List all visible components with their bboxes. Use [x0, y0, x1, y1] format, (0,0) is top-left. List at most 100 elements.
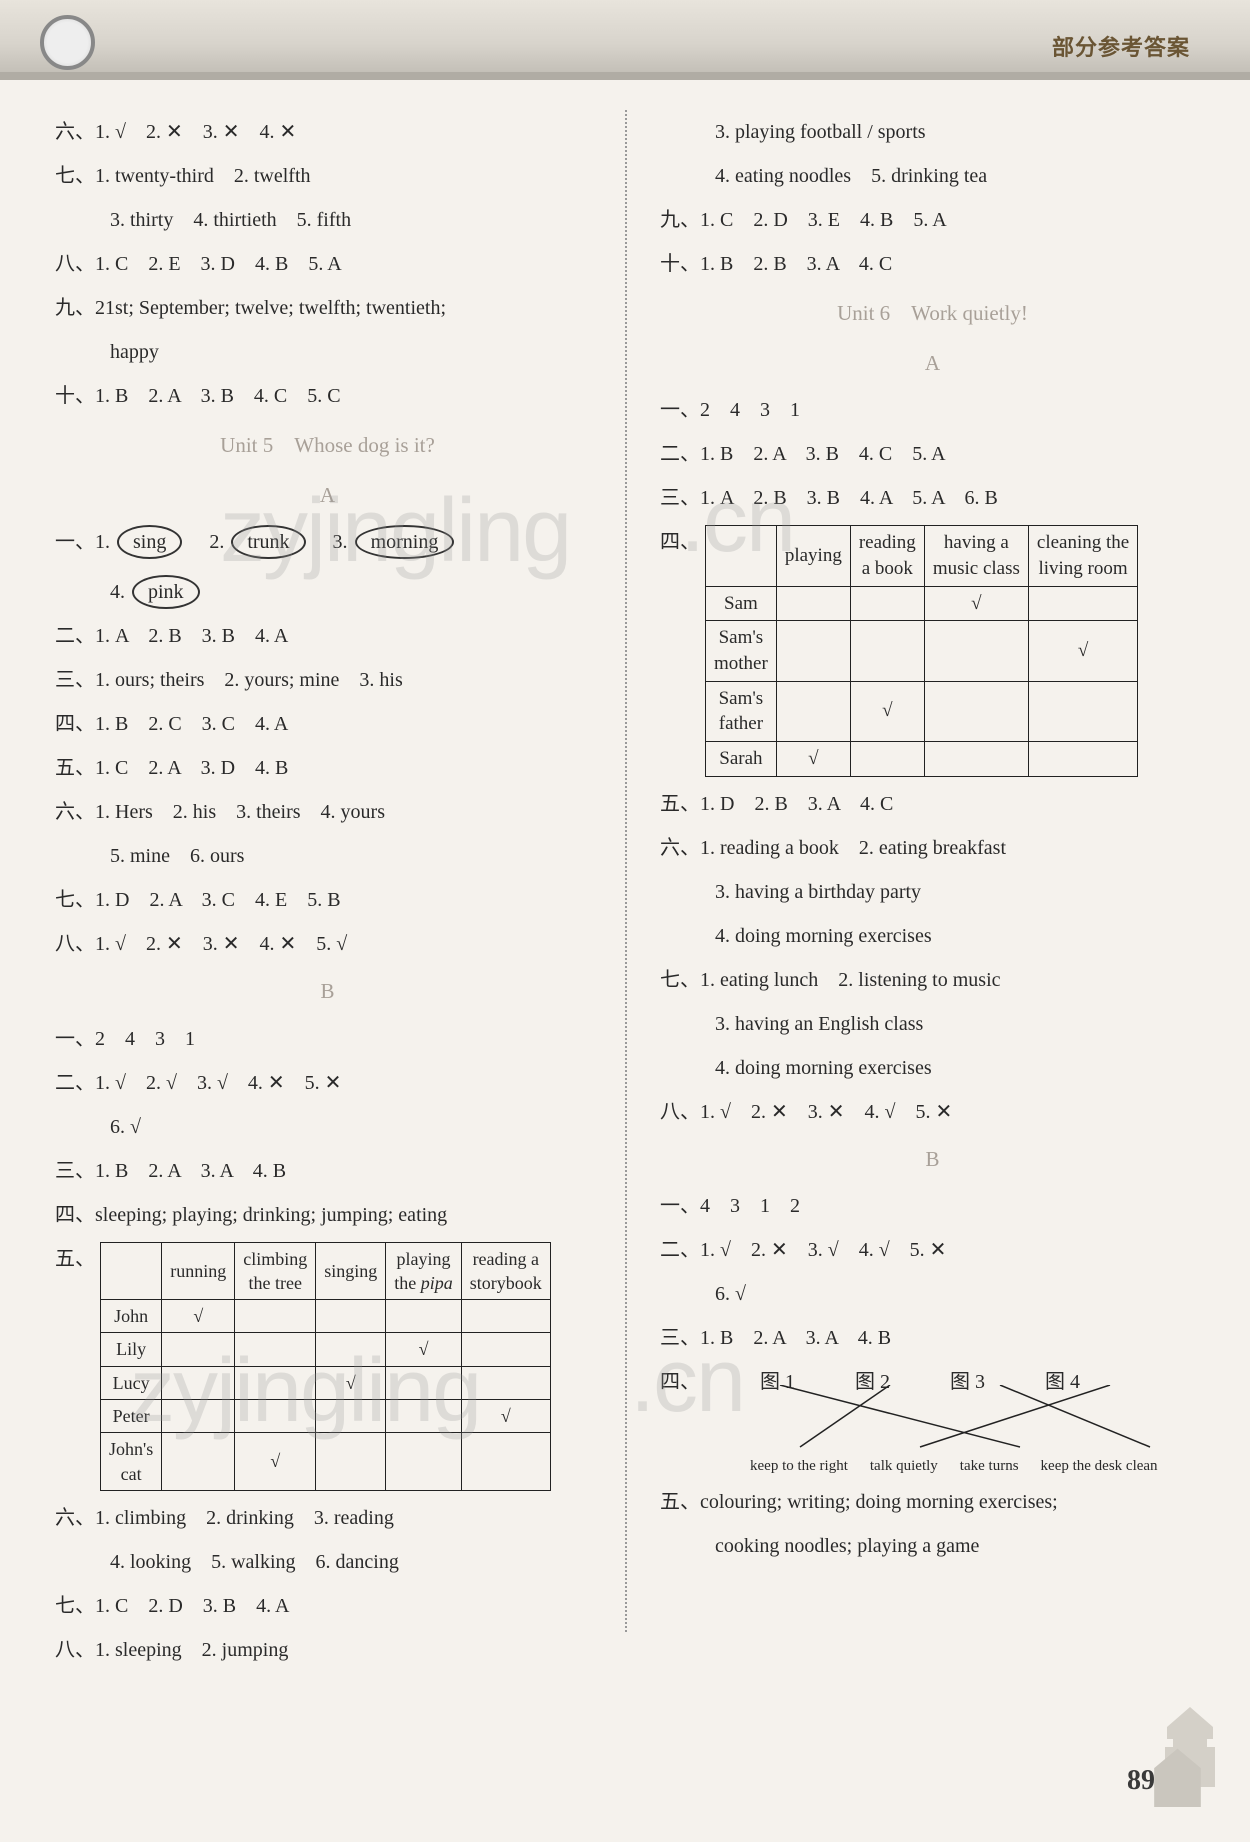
- answer-line: 二、1. B 2. A 3. B 4. C 5. A: [660, 432, 1205, 476]
- table-cell: [850, 741, 924, 776]
- circled-word: pink: [132, 575, 200, 609]
- table-cell: [1028, 586, 1137, 621]
- left-column: 六、1. √ 2. ✕ 3. ✕ 4. ✕ 七、1. twenty-third …: [55, 110, 630, 1672]
- table-cell: [316, 1400, 386, 1433]
- table-header: singing: [316, 1242, 386, 1300]
- table-cell: [162, 1366, 235, 1399]
- table-cell: [924, 741, 1028, 776]
- table-cell: √: [386, 1333, 462, 1366]
- answer-line: 九、21st; September; twelve; twelfth; twen…: [55, 286, 600, 330]
- answer-line: 十、1. B 2. B 3. A 4. C: [660, 242, 1205, 286]
- answer-line: 四、sleeping; playing; drinking; jumping; …: [55, 1193, 600, 1237]
- table-row-head: John'scat: [101, 1433, 162, 1491]
- table-cell: [850, 621, 924, 681]
- match-bot-item: talk quietly: [870, 1450, 938, 1483]
- table-header: playingthe pipa: [386, 1242, 462, 1300]
- match-bot-item: keep to the right: [750, 1450, 848, 1483]
- answer-line: 六、1. climbing 2. drinking 3. reading: [55, 1496, 600, 1540]
- table-cell: [924, 621, 1028, 681]
- table-cell: [316, 1433, 386, 1491]
- page-header: 部分参考答案: [0, 0, 1250, 80]
- table-cell: [316, 1300, 386, 1333]
- answer-line: 4. eating noodles 5. drinking tea: [660, 154, 1205, 198]
- table-cell: [386, 1300, 462, 1333]
- table-cell: [162, 1433, 235, 1491]
- table-cell: [316, 1333, 386, 1366]
- answer-line: 三、1. B 2. A 3. A 4. B: [55, 1149, 600, 1193]
- table-cell: [1028, 681, 1137, 741]
- answer-line: 八、1. √ 2. ✕ 3. ✕ 4. √ 5. ✕: [660, 1090, 1205, 1134]
- answer-line: 一、2 4 3 1: [55, 1017, 600, 1061]
- answer-line: 五、1. D 2. B 3. A 4. C: [660, 782, 1205, 826]
- unit-heading: Unit 5 Whose dog is it?: [55, 422, 600, 468]
- answer-line: 七、1. D 2. A 3. C 4. E 5. B: [55, 878, 600, 922]
- table-header: reading astorybook: [461, 1242, 550, 1300]
- table-cell: √: [461, 1400, 550, 1433]
- answer-line: cooking noodles; playing a game: [660, 1524, 1205, 1568]
- answer-line: 三、1. A 2. B 3. B 4. A 5. A 6. B: [660, 476, 1205, 520]
- table-cell: [850, 586, 924, 621]
- table-row-head: Peter: [101, 1400, 162, 1433]
- table-header: [706, 526, 777, 586]
- answer-line: 二、1. A 2. B 3. B 4. A: [55, 614, 600, 658]
- label: 四、: [660, 520, 700, 781]
- answer-line: 3. having a birthday party: [660, 870, 1205, 914]
- table-cell: √: [1028, 621, 1137, 681]
- answer-line: 八、1. √ 2. ✕ 3. ✕ 4. ✕ 5. √: [55, 922, 600, 966]
- unit-heading: Unit 6 Work quietly!: [660, 290, 1205, 336]
- table-cell: √: [235, 1433, 316, 1491]
- table-cell: [461, 1333, 550, 1366]
- table-cell: [776, 621, 850, 681]
- label: 3.: [313, 531, 348, 553]
- table-cell: [386, 1433, 462, 1491]
- table-cell: √: [924, 586, 1028, 621]
- match-diagram: 四、 图 1图 2图 3图 4 keep to the righttalk qu…: [660, 1360, 1205, 1480]
- table-header: [101, 1242, 162, 1300]
- answer-line: 四、1. B 2. C 3. C 4. A: [55, 702, 600, 746]
- answer-line: happy: [55, 330, 600, 374]
- label: 四、: [660, 1360, 700, 1480]
- answer-line: 5. mine 6. ours: [55, 834, 600, 878]
- table-row-head: Sam: [706, 586, 777, 621]
- table-row-head: Sam'smother: [706, 621, 777, 681]
- table-cell: [461, 1433, 550, 1491]
- circled-word: morning: [355, 525, 455, 559]
- table-cell: [235, 1333, 316, 1366]
- table-cell: [386, 1366, 462, 1399]
- answer-line: 七、1. C 2. D 3. B 4. A: [55, 1584, 600, 1628]
- table-header: running: [162, 1242, 235, 1300]
- right-column: 3. playing football / sports 4. eating n…: [630, 110, 1205, 1672]
- table-row-label: 五、 runningclimbingthe treesingingplaying…: [55, 1237, 600, 1496]
- section-heading: B: [55, 968, 600, 1014]
- match-bot-item: take turns: [960, 1450, 1019, 1483]
- answer-line: 五、colouring; writing; doing morning exer…: [660, 1480, 1205, 1524]
- column-divider: [625, 110, 627, 1632]
- answer-line: 三、1. B 2. A 3. A 4. B: [660, 1316, 1205, 1360]
- header-title: 部分参考答案: [1052, 30, 1190, 62]
- answer-line: 二、1. √ 2. √ 3. √ 4. ✕ 5. ✕: [55, 1061, 600, 1105]
- answer-line: 4. doing morning exercises: [660, 914, 1205, 958]
- answer-line: 6. √: [660, 1272, 1205, 1316]
- table-cell: [1028, 741, 1137, 776]
- content-area: 六、1. √ 2. ✕ 3. ✕ 4. ✕ 七、1. twenty-third …: [0, 80, 1250, 1692]
- answer-line: 3. having an English class: [660, 1002, 1205, 1046]
- table-cell: √: [316, 1366, 386, 1399]
- answer-line: 4. looking 5. walking 6. dancing: [55, 1540, 600, 1584]
- circled-word: trunk: [231, 525, 305, 559]
- table-row-head: Lucy: [101, 1366, 162, 1399]
- table-row-head: Lily: [101, 1333, 162, 1366]
- table-cell: [776, 681, 850, 741]
- answer-line: 六、1. √ 2. ✕ 3. ✕ 4. ✕: [55, 110, 600, 154]
- answer-line: 三、1. ours; theirs 2. yours; mine 3. his: [55, 658, 600, 702]
- answer-line: 3. thirty 4. thirtieth 5. fifth: [55, 198, 600, 242]
- table-row-head: John: [101, 1300, 162, 1333]
- table-cell: [776, 586, 850, 621]
- table-header: climbingthe tree: [235, 1242, 316, 1300]
- answer-line: 一、2 4 3 1: [660, 388, 1205, 432]
- answer-line: 七、1. twenty-third 2. twelfth: [55, 154, 600, 198]
- label: 2.: [189, 531, 224, 553]
- section-heading: B: [660, 1136, 1205, 1182]
- answer-table: playingreadinga bookhaving amusic classc…: [705, 525, 1138, 776]
- label: 五、: [55, 1237, 95, 1496]
- section-heading: A: [55, 472, 600, 518]
